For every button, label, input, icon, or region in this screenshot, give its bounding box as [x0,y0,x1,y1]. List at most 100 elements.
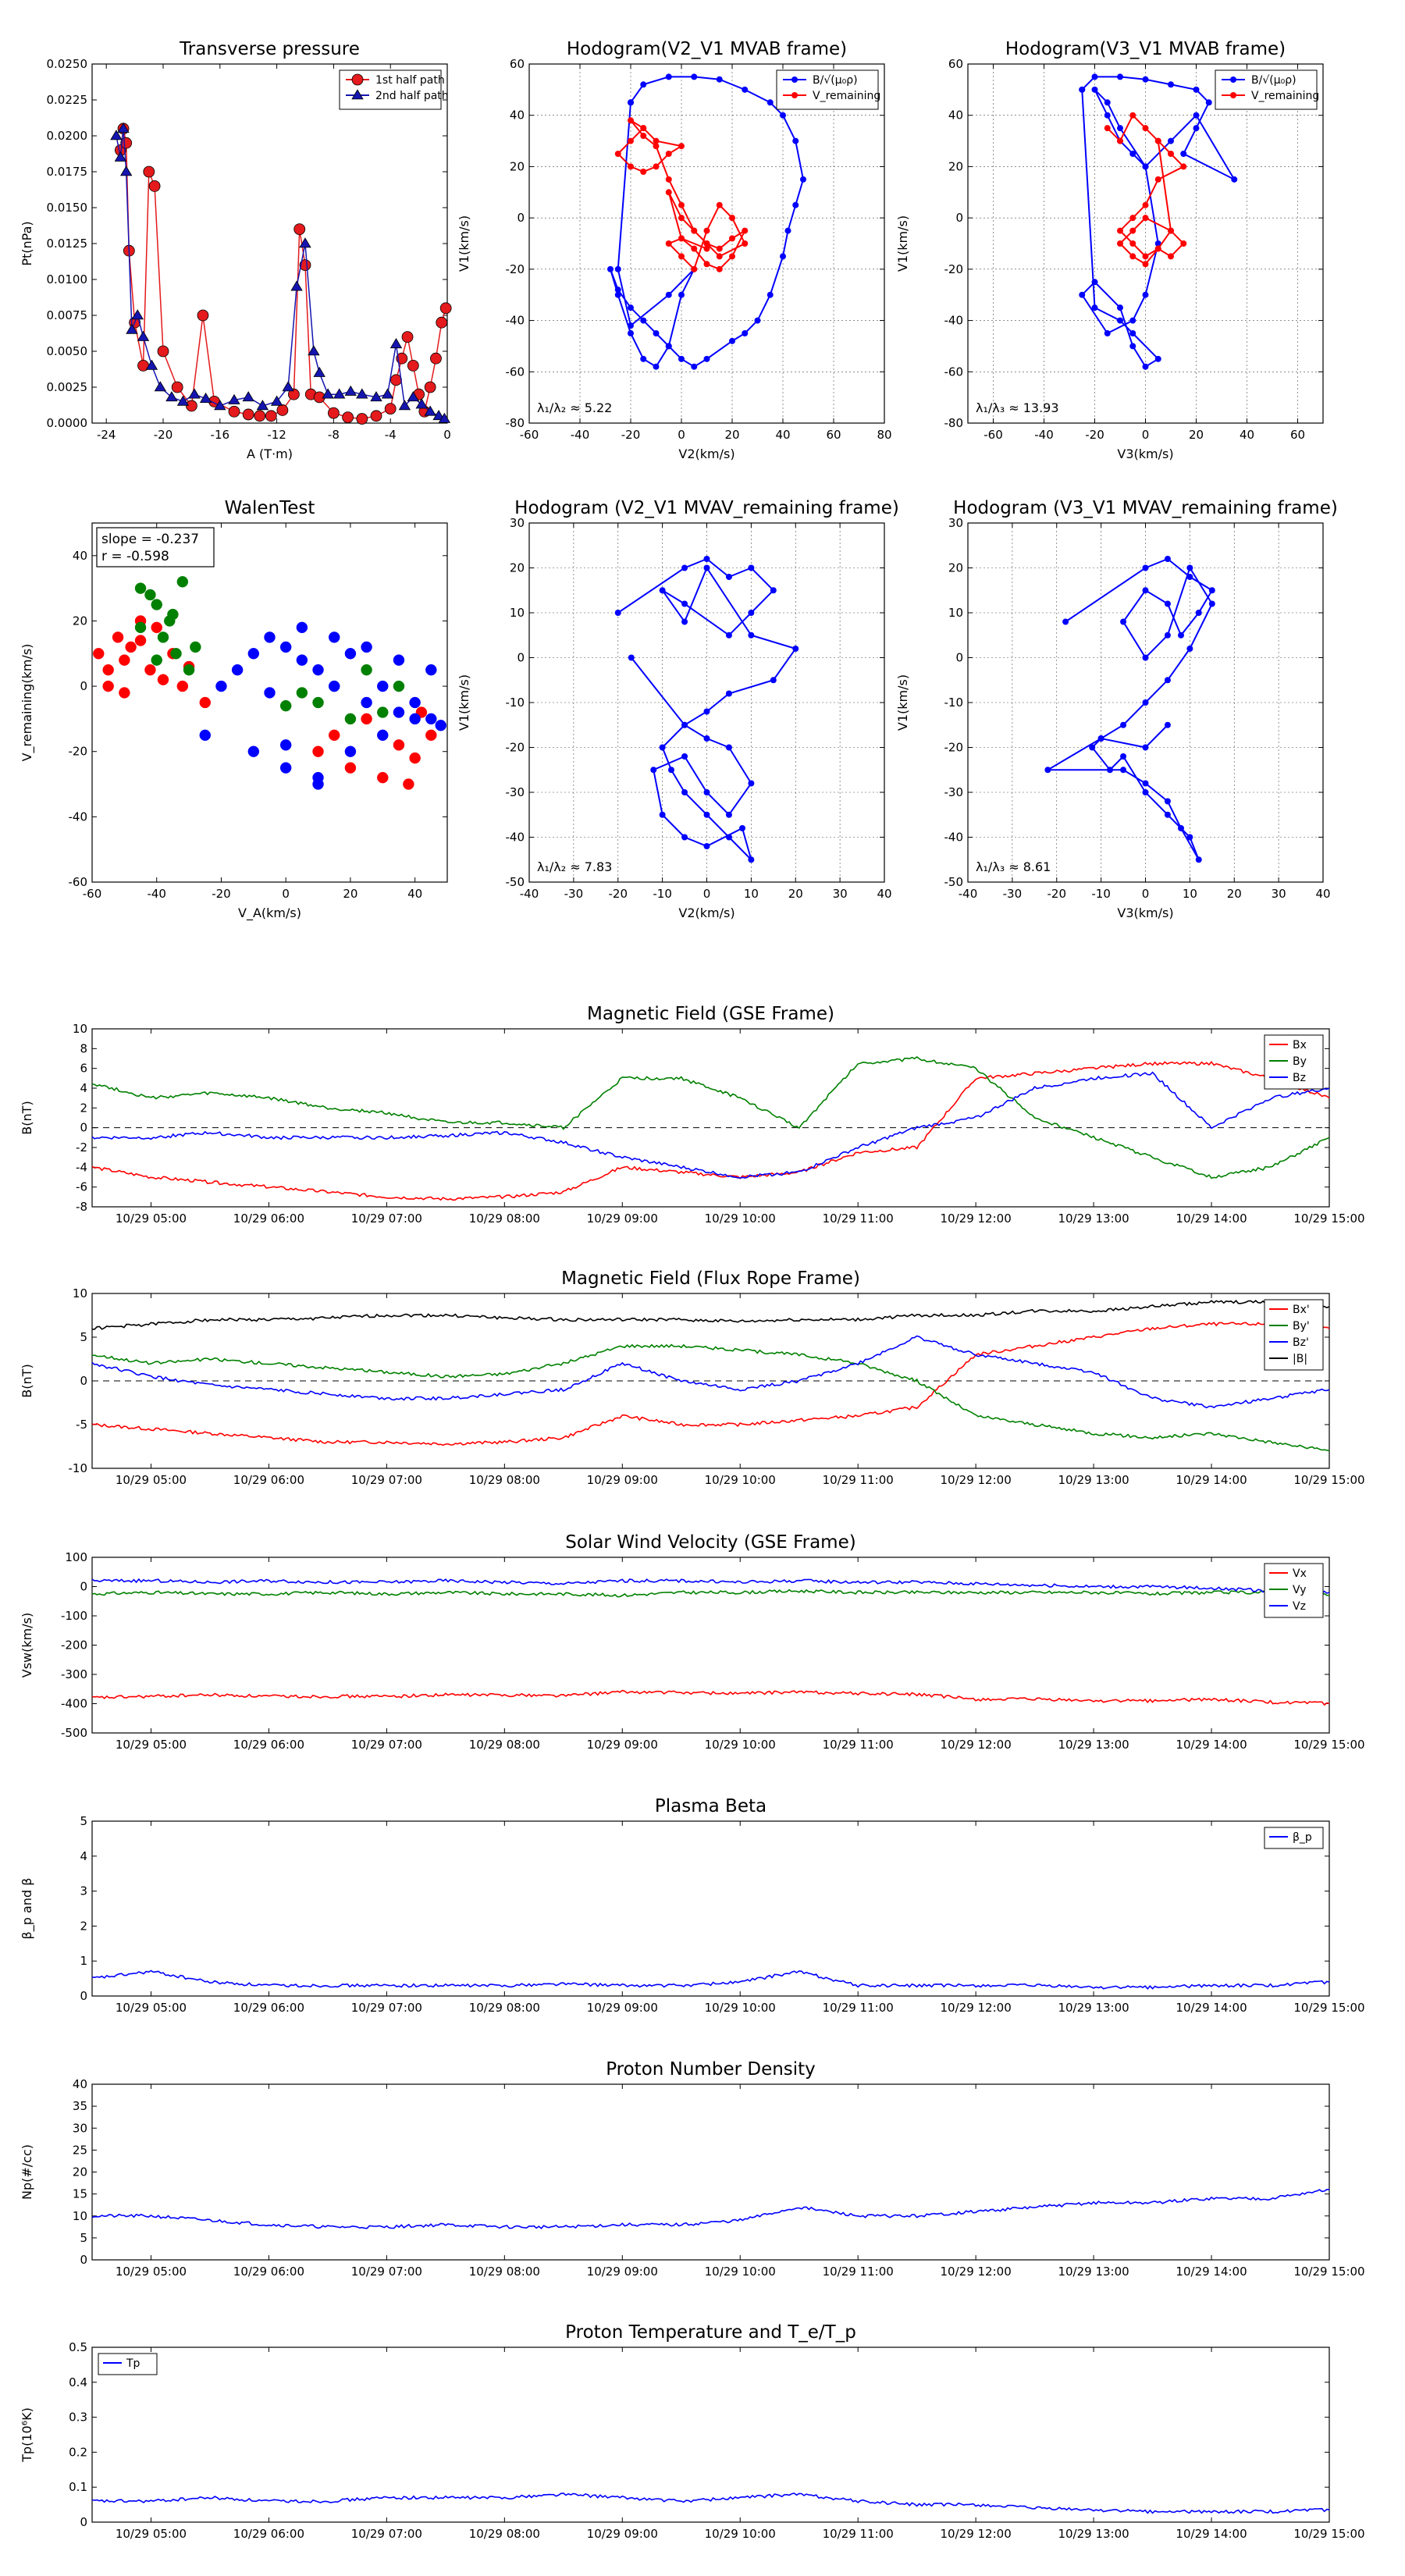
data-point [653,143,660,150]
legend-label: β_p [1293,1831,1312,1844]
data-point [102,664,114,676]
data-point [134,635,147,646]
data-point [691,227,698,234]
data-point [1193,112,1200,119]
data-point [1091,279,1098,286]
data-point [344,745,357,757]
y-axis-label: Pt(nPa) [20,221,34,265]
data-point [308,345,320,356]
data-point [1129,151,1136,157]
data-point [143,165,155,178]
data-point [119,687,130,699]
data-point [665,240,672,247]
data-point [691,245,698,252]
chart-title: Hodogram (V2_V1 MVAV_remaining frame) [514,498,899,518]
x-tick-label: 10/29 13:00 [1058,2001,1129,2015]
data-point [1117,73,1123,80]
data-point [678,253,685,260]
data-point [1142,291,1149,298]
data-point [784,227,791,234]
data-point [1091,86,1098,93]
series-line [1044,557,1214,860]
data-point [770,677,777,684]
series-line-bz [91,1335,1330,1409]
y-tick-label: 0 [955,211,963,225]
panel-hodogram-v2-v1-mvab: -60 -40 -20 0 20 40 60 80-80-60-40-200204060Hod… [457,39,892,461]
data-point [1104,99,1111,106]
data-point [1117,304,1123,311]
y-tick-label: 5 [80,2231,87,2245]
data-point [665,176,672,183]
y-tick-label: 10 [73,1286,87,1300]
series-b- [1079,73,1238,370]
x-tick-label: 10/29 08:00 [469,1473,540,1487]
data-point [279,739,292,751]
data-point [328,680,340,692]
data-point [344,713,357,725]
x-tick-label: 10/29 09:00 [587,2001,658,2015]
y-tick-label: 0.0100 [47,272,88,286]
y-tick-label: -40 [944,314,964,328]
data-point [403,778,414,790]
panel-hodogram-v3-v1-mvav: -40 -30 -20 -10 0 10 20 30 40-50-40-30-20-100102… [895,498,1338,920]
data-point [640,133,647,139]
plot-frame [91,1028,1330,1208]
x-tick-label: 10 [1183,887,1197,901]
data-point [157,632,169,643]
data-point [270,395,283,406]
panel-solar-wind-velocity: 10/29 05:00 10/29 06:00 10/29 07:00 10/29 0… [20,1532,1365,1752]
legend-label: Bz [1293,1072,1306,1084]
data-point [356,413,368,425]
data-point [1104,330,1111,336]
data-point [409,752,421,764]
data-point [144,589,156,601]
x-tick-label: -20 [1085,428,1104,442]
data-point [176,680,189,692]
y-tick-label: 30 [73,2121,87,2135]
data-point [435,720,446,731]
stats-box [96,527,215,568]
y-tick-label: 0.0050 [47,344,88,358]
x-tick-label: -30 [564,887,584,901]
data-point [167,608,179,621]
data-point [678,235,685,242]
data-point [1154,240,1161,247]
data-point [614,291,621,298]
data-point [767,291,774,298]
x-tick-label: 10 [744,887,759,901]
data-point [1186,564,1193,571]
data-point [1142,654,1149,661]
data-point [137,330,150,341]
data-point [1142,789,1149,795]
x-tick-label: 10/29 09:00 [587,2265,658,2279]
chart-title: Plasma Beta [655,1796,767,1816]
x-tick-label: 10/29 12:00 [941,1738,1012,1752]
series-line-vz [91,1578,1330,1595]
x-tick-label: 60 [1290,428,1305,442]
y-tick-label: 0 [80,2515,87,2529]
data-point [1142,163,1149,170]
data-point [1208,587,1215,594]
x-tick-label: 40 [1240,428,1254,442]
x-tick-label: 10/29 06:00 [233,1212,304,1226]
x-tick-label: -4 [385,428,397,442]
data-point [792,137,799,144]
x-tick-label: -40 [571,428,590,442]
y-tick-label: 0.4 [69,2375,87,2389]
data-point [333,388,346,399]
data-point [157,674,169,685]
panel-hodogram-v3-v1-mvab: -60 -40 -20 0 20 40 60 -80 -60 -40 -20 0 20 40 60 Hodog… [895,39,1324,461]
x-tick-label: 30 [1272,887,1286,901]
data-point [1107,767,1113,774]
chart-title: Proton Temperature and T_e/T_p [565,2322,856,2343]
data-point [742,227,749,234]
x-tick-label: -12 [267,428,286,442]
x-tick-label: 10/29 08:00 [469,2001,540,2015]
x-tick-label: 10/29 05:00 [116,2527,187,2541]
x-tick-label: 10/29 07:00 [351,1212,422,1226]
series-line-by [91,1343,1330,1452]
legend-label: B/√(μ₀ρ) [813,74,858,87]
x-tick-label: 0 [703,887,711,901]
data-point [1142,201,1149,208]
legend-box [1264,1827,1324,1849]
